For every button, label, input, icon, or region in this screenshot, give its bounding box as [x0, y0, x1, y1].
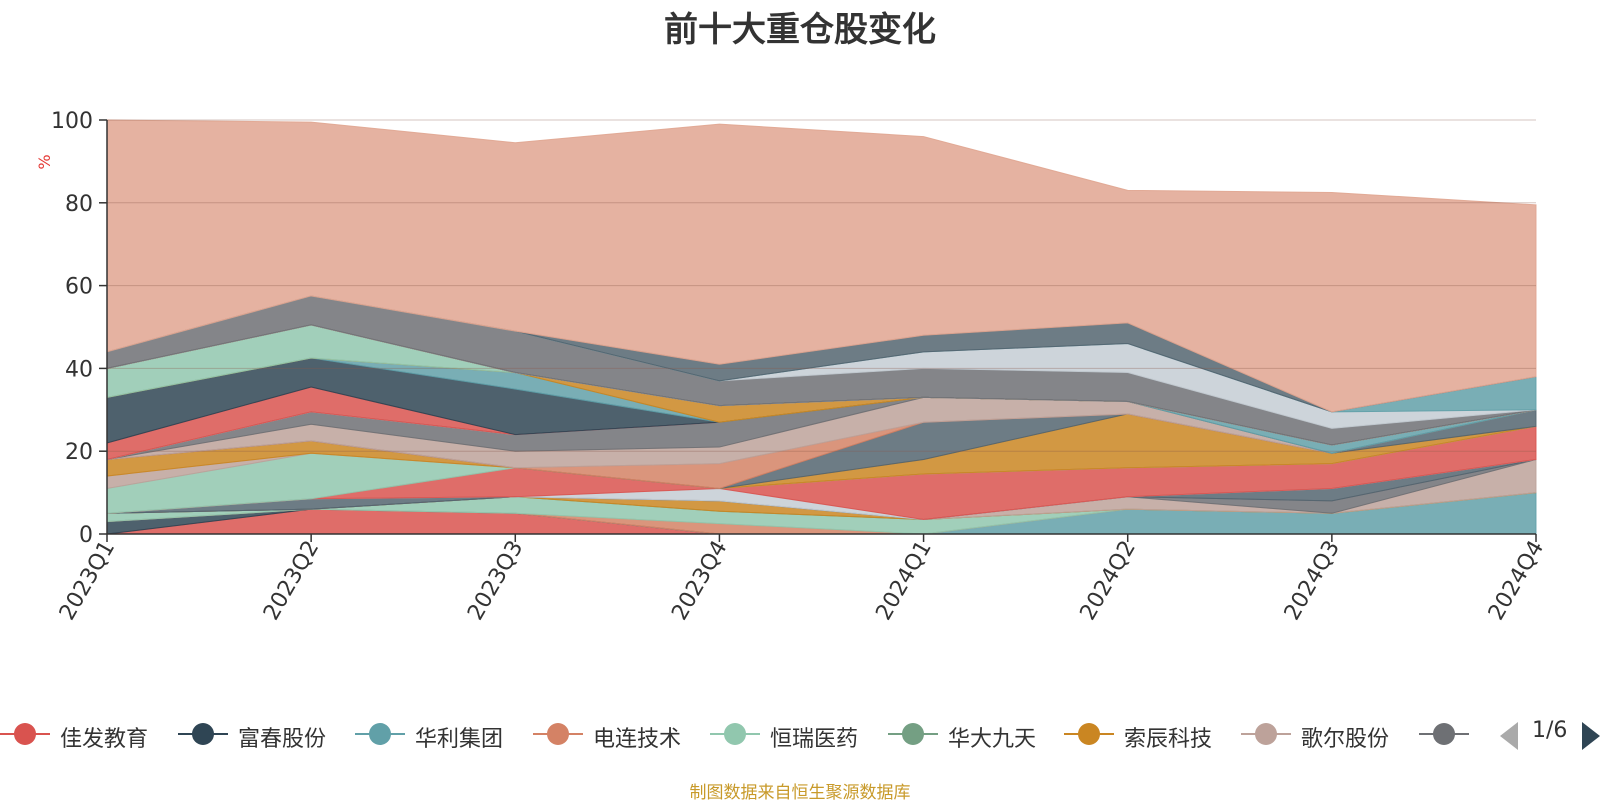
- grid-lines: [107, 119, 1536, 452]
- y-tick-label: 0: [79, 523, 93, 548]
- chart-title: 前十大重仓股变化: [664, 10, 936, 50]
- legend-dot-icon: [902, 723, 924, 745]
- legend-label: 华利集团: [415, 727, 504, 752]
- legend-label: 索辰科技: [1124, 727, 1213, 752]
- legend-dot-icon: [1433, 723, 1455, 745]
- legend-label: 歌尔股份: [1301, 727, 1390, 752]
- x-tick-label: 2023Q2: [259, 537, 324, 625]
- legend-pager: 1/6: [1496, 716, 1600, 756]
- y-tick-label: 40: [65, 357, 93, 382]
- x-tick-label: 2023Q1: [55, 537, 120, 625]
- legend-dot-icon: [14, 723, 36, 745]
- legend-label: 佳发教育: [60, 727, 149, 752]
- legend-dot-icon: [1078, 723, 1100, 745]
- x-tick-label: 2023Q4: [667, 537, 732, 625]
- legend-label: 富春股份: [238, 727, 327, 752]
- legend-label: 恒瑞医药: [770, 727, 859, 752]
- legend: 佳发教育 富春股份 华利集团 电连技术 恒瑞医药 华大九天 索辰科技 歌尔股份 三: [0, 712, 1480, 756]
- area-layers: [106, 119, 1537, 535]
- previous-page-icon[interactable]: [1500, 722, 1518, 750]
- legend-dot-icon: [192, 723, 214, 745]
- y-tick-label: 100: [51, 109, 93, 134]
- y-tick-label: 80: [65, 192, 93, 217]
- chart-canvas: 0 20 40 60 80 100% 2023Q1 2023Q2 2023Q3 2023Q4 202…: [35, 109, 1549, 625]
- y-tick-label: 60: [65, 275, 93, 300]
- legend-label: 电连技术: [593, 727, 682, 752]
- x-tick-label: 2024Q1: [871, 537, 936, 625]
- legend-dot-icon: [547, 723, 569, 745]
- area-series-44: [106, 119, 1537, 413]
- legend-label: 三: [1479, 721, 1480, 753]
- legend-dot-icon: [369, 723, 391, 745]
- legend-label: 华大九天: [948, 727, 1037, 752]
- y-axis-label: %: [35, 154, 54, 169]
- x-tick-label: 2024Q2: [1076, 537, 1141, 625]
- x-tick-label: 2024Q3: [1280, 537, 1345, 625]
- y-tick-label: 20: [65, 440, 93, 465]
- legend-dot-icon: [1255, 723, 1277, 745]
- legend-page-indicator: 1/6: [1532, 718, 1568, 743]
- next-page-icon[interactable]: [1582, 722, 1600, 750]
- x-tick-label: 2023Q3: [463, 537, 528, 625]
- legend-dot-icon: [724, 723, 746, 745]
- source-note: 制图数据来自恒生聚源数据库: [689, 783, 911, 803]
- x-tick-label: 2024Q4: [1484, 537, 1549, 625]
